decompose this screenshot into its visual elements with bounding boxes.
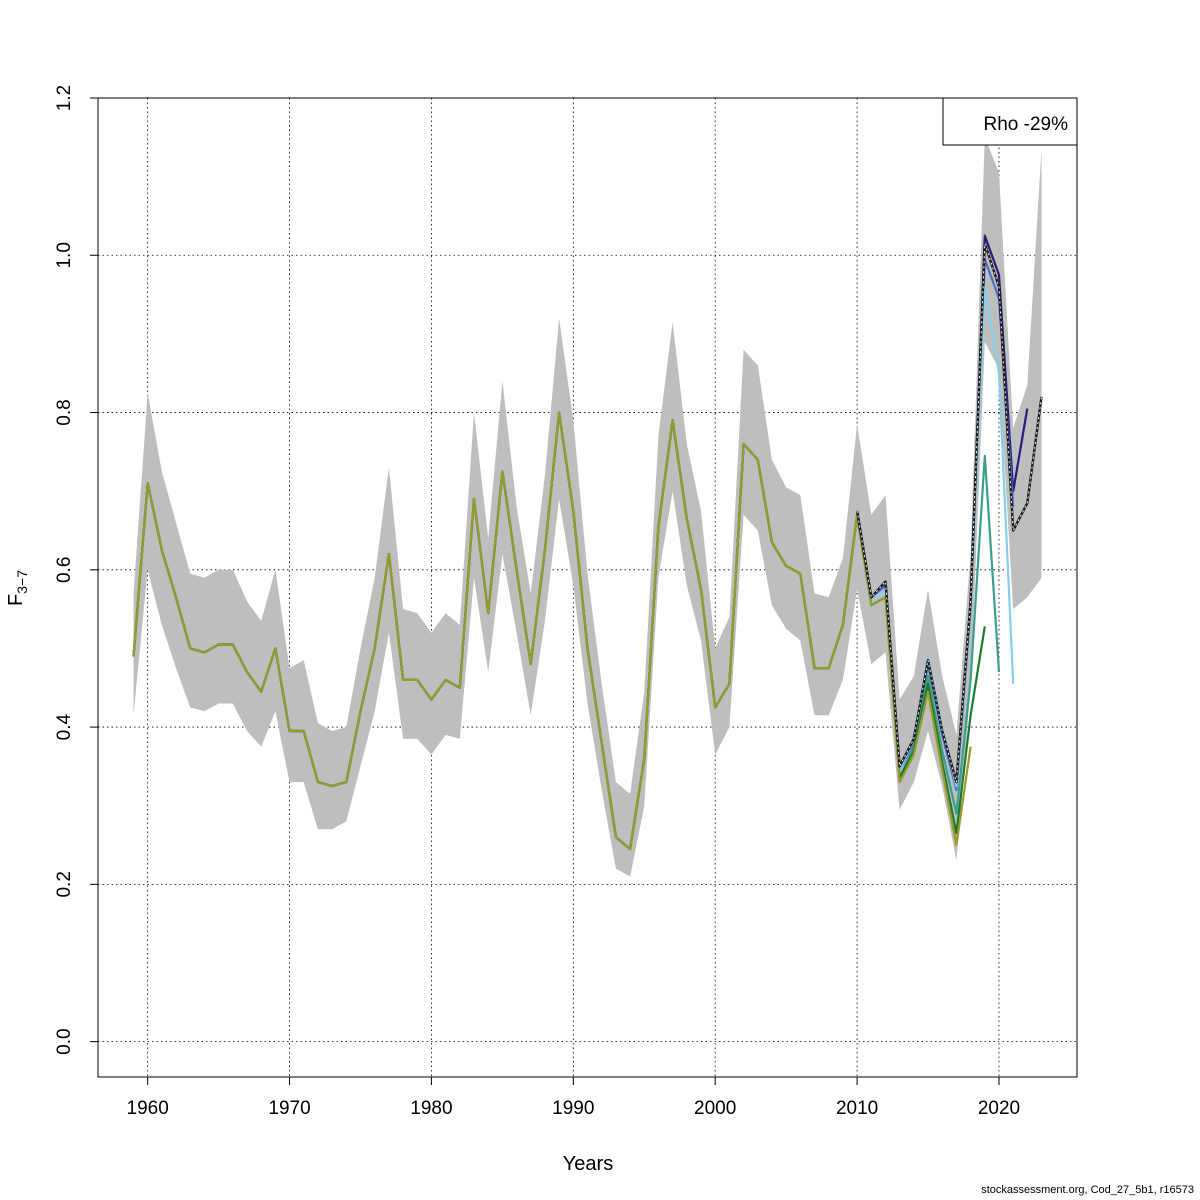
- x-tick-label-1990: 1990: [552, 1098, 594, 1119]
- legend-rho-text: Rho -29%: [984, 114, 1069, 135]
- y-tick-label-2: 0.4: [54, 713, 75, 740]
- source-credit: stockassessment.org, Cod_27_5b1, r16573: [981, 1184, 1194, 1196]
- y-tick-label-6: 1.2: [54, 85, 75, 111]
- legend: Rho -29%: [942, 97, 1078, 146]
- x-tick-label-1980: 1980: [410, 1098, 452, 1119]
- y-tick-label-4: 0.8: [54, 399, 75, 425]
- y-tick-label-0: 0.0: [54, 1028, 75, 1054]
- confidence-band: [133, 137, 1042, 877]
- x-tick-label-1960: 1960: [127, 1098, 169, 1119]
- y-tick-label-5: 1.0: [54, 242, 75, 268]
- svg-text:F3−7: F3−7: [5, 570, 30, 606]
- x-tick-label-2020: 2020: [978, 1098, 1020, 1119]
- y-axis: 0.0 0.2 0.4 0.6 0.8 1.0 1.2: [54, 85, 99, 1055]
- legend-box: [942, 97, 1078, 146]
- y-axis-title-main: F: [5, 594, 27, 606]
- series-line-6: [855, 242, 1043, 784]
- x-axis-title: Years: [563, 1153, 613, 1175]
- x-tick-label-1970: 1970: [268, 1098, 310, 1119]
- y-axis-title-subscript: 3−7: [14, 570, 30, 594]
- x-axis: 1960 1970 1980 1990 2000 2010 2020: [127, 1076, 1020, 1119]
- y-axis-title: F3−7: [5, 570, 30, 606]
- x-tick-label-2010: 2010: [836, 1098, 878, 1119]
- y-tick-label-1: 0.2: [54, 871, 75, 897]
- base-line-5: [132, 411, 859, 851]
- series-lines: [132, 234, 1043, 851]
- x-tick-label-2000: 2000: [694, 1098, 736, 1119]
- series-line-5: [856, 514, 972, 847]
- y-tick-label-3: 0.6: [54, 557, 75, 583]
